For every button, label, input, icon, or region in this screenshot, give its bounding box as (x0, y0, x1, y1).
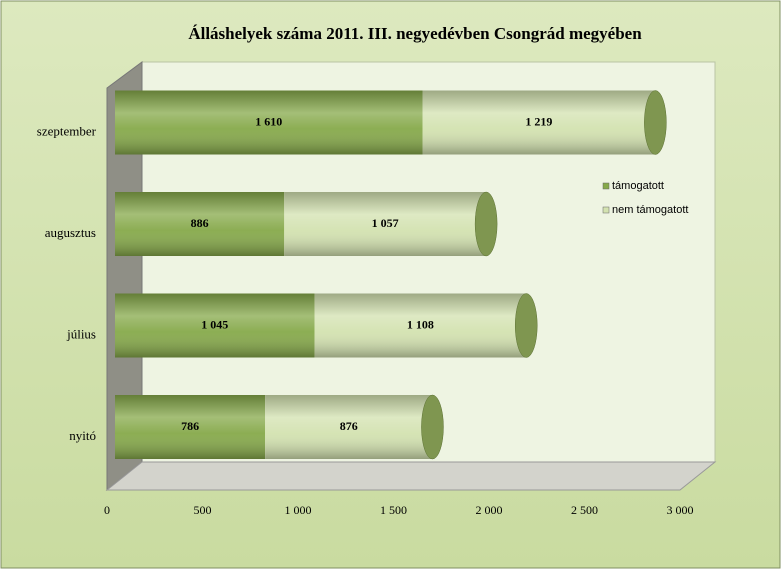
legend-label: támogatott (612, 180, 664, 192)
bar-cap (474, 191, 498, 257)
x-tick-label: 1 000 (285, 503, 312, 517)
legend-swatch (602, 206, 610, 214)
legend: támogatott nem támogatott (602, 180, 688, 216)
bar-shade (115, 192, 285, 256)
y-tick-label: szeptember (37, 123, 97, 138)
value-label: 1 057 (372, 216, 399, 230)
bar-shade (115, 293, 315, 358)
x-tick-label: 2 500 (571, 503, 598, 517)
value-label: 1 108 (407, 317, 434, 331)
bar-shade (284, 192, 487, 256)
legend-label: nem támogatott (612, 204, 688, 216)
value-label: 876 (340, 419, 358, 433)
y-tick-label: augusztus (45, 225, 96, 240)
bar-shade (115, 90, 423, 155)
x-tick-label: 2 000 (476, 503, 503, 517)
floor (105, 461, 717, 491)
value-label: 1 045 (201, 317, 228, 331)
value-label: 1 610 (255, 114, 282, 128)
x-tick-label: 500 (194, 503, 212, 517)
bar-shade (422, 90, 656, 155)
legend-swatch (602, 182, 610, 190)
bar-cap (421, 394, 444, 460)
bar-shade (265, 395, 433, 459)
y-tick-label: július (66, 326, 96, 341)
bar-shade (115, 395, 266, 459)
x-tick-label: 0 (104, 503, 110, 517)
y-tick-label: nyitó (69, 428, 96, 443)
bar-shade (314, 293, 527, 358)
value-label: 886 (191, 216, 209, 230)
chart-title: Álláshelyek száma 2011. III. negyedévben… (188, 24, 642, 43)
x-tick-label: 1 500 (380, 503, 407, 517)
bar-cap (514, 293, 538, 358)
bar-cap (644, 90, 667, 155)
value-label: 1 219 (525, 114, 552, 128)
value-label: 786 (181, 419, 199, 433)
x-tick-label: 3 000 (667, 503, 694, 517)
